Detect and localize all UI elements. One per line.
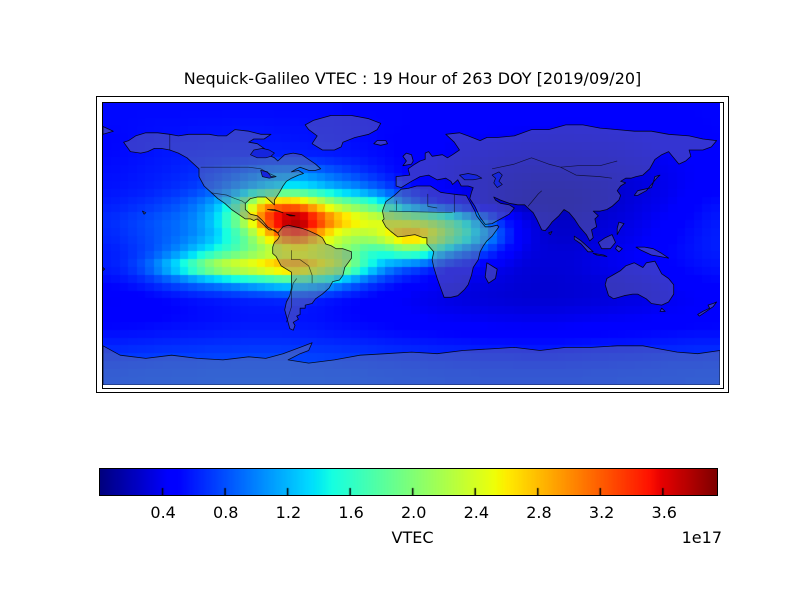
- coastline-land: [142, 210, 147, 215]
- coastline-land: [573, 235, 594, 253]
- colorbar-canvas: [100, 469, 717, 495]
- coastline-land: [548, 231, 553, 235]
- colorbar-axis-label: VTEC: [391, 528, 434, 547]
- coastline-land: [484, 262, 498, 284]
- coastline-land: [616, 221, 625, 235]
- coastline-land: [604, 260, 675, 306]
- chart-title: Nequick-Galileo VTEC : 19 Hour of 263 DO…: [183, 69, 642, 88]
- colorbar-tick-label: 2.0: [400, 503, 427, 522]
- country-border: [389, 210, 453, 214]
- colorbar-tick-label: 2.8: [526, 503, 552, 522]
- colorbar-tick-label: 3.6: [651, 503, 677, 522]
- colorbar-tick-label: 3.2: [588, 503, 615, 522]
- coastline-land: [633, 174, 661, 196]
- vtec-heatmap-canvas: [103, 103, 720, 385]
- country-border: [427, 193, 438, 209]
- coastline-land: [304, 115, 382, 151]
- country-border: [492, 157, 561, 170]
- coastline-land: [123, 129, 322, 234]
- coastline-land: [615, 245, 623, 253]
- coastline-land: [103, 126, 114, 135]
- country-border: [210, 192, 246, 204]
- colorbar-tick-label: 1.6: [338, 503, 364, 522]
- coastline-land: [103, 342, 720, 385]
- country-border: [286, 278, 297, 323]
- coastline-land: [286, 213, 296, 217]
- country-border: [527, 190, 543, 207]
- colorbar: [99, 468, 718, 496]
- country-border: [560, 160, 618, 168]
- coastline-land: [659, 307, 666, 312]
- coastline-land: [103, 267, 106, 271]
- coastline-land: [373, 140, 388, 146]
- coastline-land: [382, 185, 500, 298]
- coastline-land: [597, 234, 616, 250]
- coastlines-svg: [103, 115, 720, 385]
- coastline-land: [267, 209, 284, 214]
- lake: [459, 173, 483, 181]
- colorbar-tick-label: 0.4: [150, 503, 176, 522]
- country-border: [200, 166, 277, 177]
- coastline-land: [402, 152, 414, 167]
- country-border: [560, 166, 613, 179]
- colorbar-tick-label: 0.8: [213, 503, 239, 522]
- colorbar-tick-label: 2.4: [463, 503, 490, 522]
- coastline-land: [395, 124, 717, 242]
- colorbar-tick-label: 1.2: [275, 503, 302, 522]
- country-border: [291, 250, 313, 284]
- colorbar-offset-text: 1e17: [681, 528, 722, 547]
- lake: [260, 170, 277, 179]
- world-map-plot: [102, 102, 724, 389]
- coastline-land: [635, 246, 669, 259]
- lake: [491, 171, 503, 188]
- coastline-land: [592, 253, 608, 257]
- lake: [250, 148, 275, 159]
- coastline-land: [697, 301, 717, 317]
